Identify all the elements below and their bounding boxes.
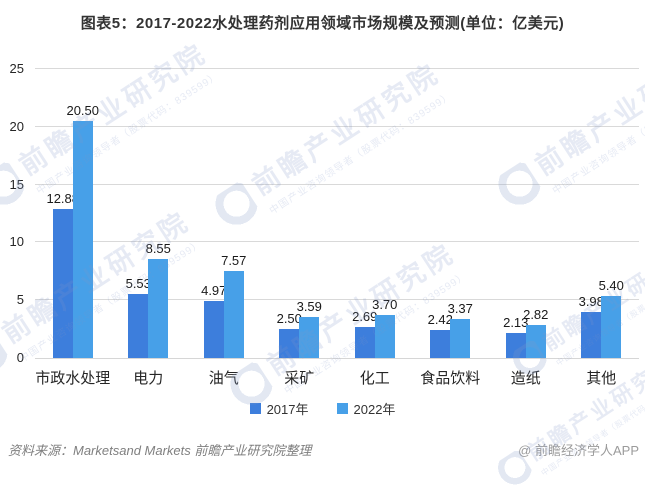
bar-2022年-化工 bbox=[374, 315, 395, 358]
bar-2022年-市政水处理 bbox=[72, 121, 93, 358]
value-label-2022年-市政水处理: 20.50 bbox=[66, 103, 100, 119]
category-label-造纸: 造纸 bbox=[510, 370, 541, 387]
bar-2022年-造纸 bbox=[525, 325, 546, 358]
footer: 资料来源：Marketsand Markets 前瞻产业研究院整理 @ 前瞻经济… bbox=[0, 438, 645, 460]
bar-2017年-采矿 bbox=[279, 329, 300, 358]
gridline bbox=[35, 68, 639, 69]
legend-swatch-2022-icon bbox=[336, 403, 348, 414]
gridline bbox=[35, 183, 639, 185]
value-label-2017年-市政水处理: 12.88 bbox=[46, 191, 80, 207]
bar-2022年-其他 bbox=[601, 295, 622, 358]
bar-2022年-油气 bbox=[223, 270, 244, 358]
y-axis: 0 5 10 15 20 25 bbox=[0, 61, 27, 365]
chart-legend: 2017年 2022年 bbox=[0, 399, 645, 418]
value-label-2022年-化工: 3.70 bbox=[372, 297, 398, 313]
y-tick-label: 20 bbox=[9, 118, 24, 134]
y-tick-label: 25 bbox=[9, 61, 24, 76]
value-label-2022年-食品饮料: 3.37 bbox=[447, 301, 473, 317]
gridline bbox=[35, 299, 639, 301]
legend-label-2022: 2022年 bbox=[353, 402, 396, 417]
bar-2017年-油气 bbox=[203, 300, 224, 358]
category-label-化工: 化工 bbox=[359, 370, 390, 387]
y-tick-label: 15 bbox=[9, 176, 24, 192]
value-label-2017年-其他: 3.98 bbox=[578, 294, 604, 309]
value-label-2017年-油气: 4.97 bbox=[201, 282, 227, 298]
legend-item-2022: 2022年 bbox=[336, 399, 396, 418]
value-label-2022年-造纸: 2.82 bbox=[523, 307, 549, 323]
bar-2017年-化工 bbox=[354, 326, 375, 358]
legend-swatch-2017-icon bbox=[249, 403, 261, 414]
bar-2017年-其他 bbox=[581, 312, 602, 358]
value-label-2017年-化工: 2.69 bbox=[352, 308, 378, 324]
category-label-其他: 其他 bbox=[586, 370, 617, 387]
bar-2017年-造纸 bbox=[505, 333, 526, 358]
y-tick-label: 5 bbox=[16, 292, 24, 308]
value-label-2017年-造纸: 2.13 bbox=[503, 315, 529, 331]
value-label-2017年-食品饮料: 2.42 bbox=[427, 312, 453, 328]
chart-title: 图表5：2017-2022水处理药剂应用领域市场规模及预测(单位：亿美元) bbox=[80, 15, 565, 32]
bar-2022年-食品饮料 bbox=[450, 319, 471, 358]
y-tick-label: 10 bbox=[9, 234, 24, 250]
footer-source-text: 资料来源：Marketsand Markets 前瞻产业研究院整理 bbox=[8, 443, 312, 458]
bar-2022年-电力 bbox=[148, 259, 169, 358]
value-label-2022年-其他: 5.40 bbox=[598, 277, 624, 293]
plot-area: 12.88 20.50 市政水处理 5.53 8.55 电力 4.97 7.57 油气 2.50 3… bbox=[35, 68, 639, 387]
bar-2017年-市政水处理 bbox=[52, 209, 73, 358]
gridline bbox=[35, 241, 639, 243]
gridline bbox=[35, 125, 639, 127]
bar-2017年-电力 bbox=[128, 294, 149, 358]
value-label-2022年-电力: 8.55 bbox=[145, 241, 171, 257]
bar-2017年-食品饮料 bbox=[430, 330, 451, 358]
category-label-采矿: 采矿 bbox=[284, 370, 315, 387]
category-label-电力: 电力 bbox=[133, 370, 164, 387]
value-label-2017年-采矿: 2.50 bbox=[276, 311, 302, 327]
category-label-市政水处理: 市政水处理 bbox=[35, 370, 111, 387]
bar-2022年-采矿 bbox=[299, 316, 320, 358]
legend-label-2017: 2017年 bbox=[266, 402, 309, 417]
y-tick-label: 0 bbox=[16, 350, 24, 365]
value-label-2022年-油气: 7.57 bbox=[221, 252, 247, 268]
category-label-油气: 油气 bbox=[208, 370, 239, 387]
legend-item-2017: 2017年 bbox=[249, 399, 309, 418]
value-label-2022年-采矿: 3.59 bbox=[296, 298, 322, 314]
watermark-tagline-text: 中国产业咨询领导者（股票代码：839599） bbox=[539, 376, 645, 479]
value-label-2017年-电力: 5.53 bbox=[125, 276, 151, 292]
category-label-食品饮料: 食品饮料 bbox=[420, 370, 481, 387]
footer-credit-text: @ 前瞻经济学人APP bbox=[518, 443, 639, 458]
